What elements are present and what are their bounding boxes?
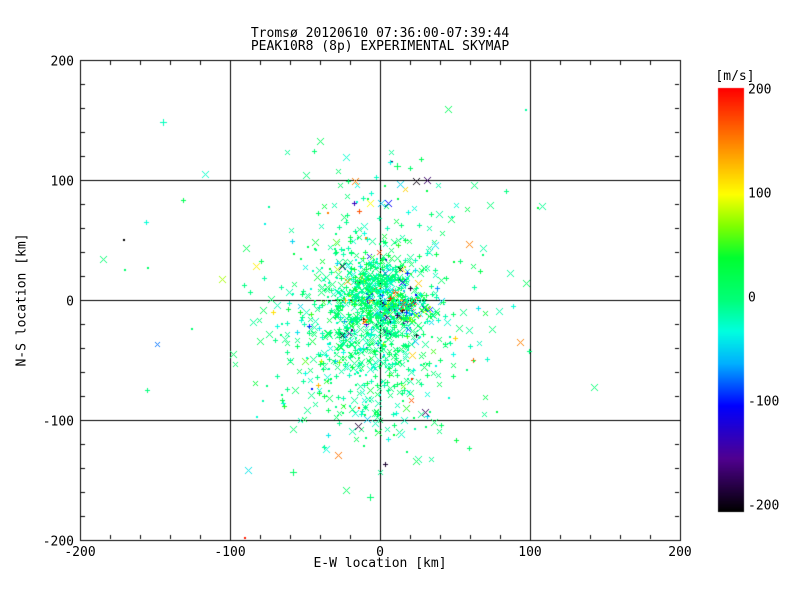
colorbar-tick-label--100: -100 bbox=[748, 394, 780, 410]
y-tick-label-100: 100 bbox=[50, 174, 74, 190]
colorbar-tick-label--200: -200 bbox=[748, 498, 780, 514]
y-tick-label-0: 0 bbox=[66, 294, 74, 310]
x-axis-label: E-W location [km] bbox=[313, 556, 447, 571]
x-tick-label--200: -200 bbox=[64, 545, 96, 560]
y-tick-label-200: 200 bbox=[50, 54, 74, 70]
chart-title: Tromsø 20120610 07:36:00-07:39:44 bbox=[250, 26, 510, 41]
y-tick-label--200: -200 bbox=[42, 534, 74, 550]
colorbar-tick-label-200: 200 bbox=[748, 82, 772, 98]
y-tick-label--100: -100 bbox=[42, 414, 74, 430]
chart-subtitle: PEAK10R8 (8p) EXPERIMENTAL SKYMAP bbox=[250, 39, 510, 54]
x-tick-label-200: 200 bbox=[668, 545, 692, 560]
x-tick-label--100: -100 bbox=[214, 545, 246, 560]
colorbar-unit-label: [m/s] bbox=[715, 69, 755, 84]
colorbar-tick-label-0: 0 bbox=[748, 290, 756, 306]
x-tick-label-100: 100 bbox=[518, 545, 542, 560]
x-tick-label-0: 0 bbox=[376, 545, 384, 560]
colorbar-tick-label-100: 100 bbox=[748, 186, 772, 202]
